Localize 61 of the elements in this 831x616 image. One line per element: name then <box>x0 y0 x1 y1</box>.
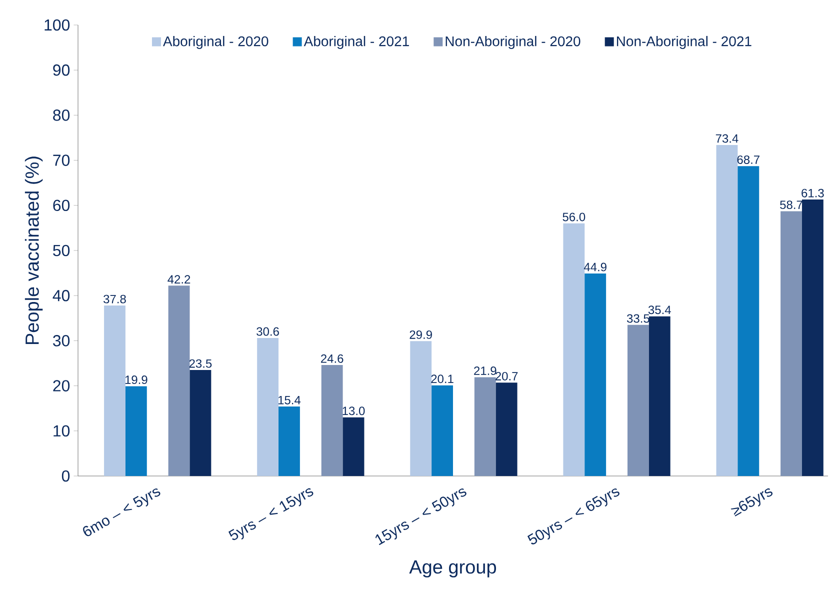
data-label: 21.9 <box>474 366 496 376</box>
bar <box>190 370 212 476</box>
x-tick-label: 15yrs – < 50yrs <box>375 488 466 546</box>
bar <box>432 385 453 476</box>
bar <box>104 306 126 476</box>
data-label: 68.7 <box>737 155 760 164</box>
data-label: 56.0 <box>562 212 586 222</box>
y-tick-label: 30 <box>53 335 70 346</box>
y-tick-label: 100 <box>44 19 70 31</box>
data-label: 24.6 <box>321 354 344 363</box>
bar <box>278 406 300 476</box>
y-axis-title: People vaccinated (%) <box>24 156 43 344</box>
bar <box>738 166 760 476</box>
y-tick-label: 60 <box>53 200 70 212</box>
legend-label: Aboriginal - 2021 <box>304 36 409 50</box>
data-label: 58.7 <box>780 200 802 210</box>
bar <box>563 223 585 476</box>
x-tick-label: 5yrs – < 15yrs <box>228 488 314 540</box>
data-label: 42.2 <box>168 275 190 284</box>
y-tick-label: 0 <box>62 470 70 482</box>
data-label: 20.1 <box>431 374 454 384</box>
bar <box>474 377 496 476</box>
bar <box>410 341 432 476</box>
data-label: 30.6 <box>256 327 279 336</box>
data-label: 35.4 <box>648 306 671 314</box>
bar <box>168 286 190 476</box>
legend-label: Aboriginal - 2020 <box>162 36 268 50</box>
data-label: 15.4 <box>278 396 301 404</box>
bar <box>780 211 802 476</box>
data-label: 20.7 <box>495 372 518 380</box>
y-tick-label: 40 <box>52 290 70 302</box>
bar <box>802 200 824 476</box>
legend-label: Non-Aboriginal - 2021 <box>616 36 752 50</box>
data-label: 33.5 <box>626 314 650 323</box>
legend-label: Non-Aboriginal - 2020 <box>446 36 580 50</box>
bar <box>342 417 364 476</box>
bar <box>716 144 738 476</box>
data-label: 61.3 <box>802 188 824 198</box>
y-tick-label: 80 <box>53 110 70 121</box>
bar <box>627 324 649 476</box>
data-label: 73.4 <box>716 134 738 143</box>
x-axis-title: Age group <box>409 560 496 578</box>
bar <box>257 338 279 476</box>
y-tick-label: 50 <box>53 244 70 256</box>
data-label: 29.9 <box>410 330 432 339</box>
y-tick-label: 70 <box>53 154 70 166</box>
data-label: 44.9 <box>584 262 606 272</box>
bar <box>125 386 147 476</box>
bar <box>584 273 606 476</box>
x-tick-label: 50yrs – < 65yrs <box>527 488 620 544</box>
y-tick-label: 10 <box>54 425 70 437</box>
bar <box>321 365 343 476</box>
x-tick-label: 6mo – < 5yrs <box>83 488 160 536</box>
data-label: 37.8 <box>104 294 126 304</box>
data-label: 19.9 <box>125 376 148 384</box>
bar <box>648 316 670 476</box>
data-label: 23.5 <box>189 359 212 368</box>
data-label: 13.0 <box>342 406 365 416</box>
bar <box>496 382 518 476</box>
y-tick-label: 20 <box>53 380 70 392</box>
y-tick-label: 90 <box>53 64 70 76</box>
